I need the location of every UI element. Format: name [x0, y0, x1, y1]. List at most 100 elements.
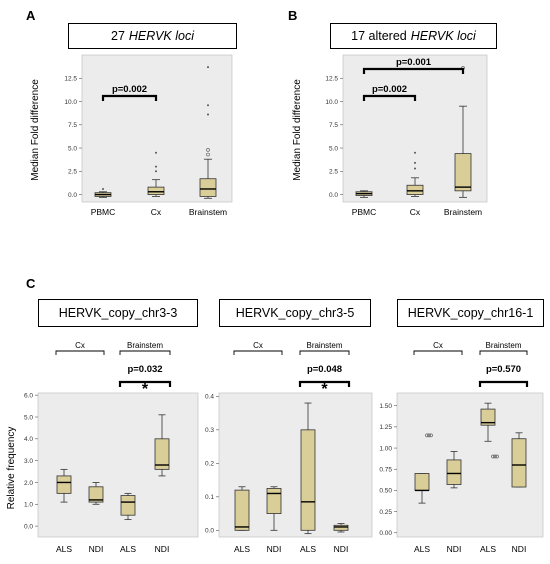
box — [199, 178, 217, 197]
x-tick-label: ALS — [480, 544, 496, 554]
x-tick-label: ALS — [234, 544, 250, 554]
group-bracket — [413, 350, 463, 355]
y-tick-label: 0.1 — [205, 494, 214, 501]
outlier-circle — [493, 454, 497, 459]
y-tick-label: 0.0 — [329, 192, 338, 199]
p-value-label: p=0.048 — [307, 364, 342, 375]
y-tick-label: 0.25 — [379, 509, 392, 516]
group-bracket — [299, 350, 350, 355]
y-tick-label: 12.5 — [325, 76, 338, 83]
box — [406, 184, 424, 195]
outlier-star — [207, 66, 209, 69]
x-tick-label: NDI — [447, 544, 462, 554]
panel-c1-title: HERVK_copy_chr3-3 — [38, 299, 198, 327]
y-tick-label: 0.75 — [379, 467, 392, 474]
p-value-label: p=0.002 — [112, 84, 147, 95]
plot-area-a — [81, 54, 233, 203]
y-tick-label: 2.0 — [24, 480, 33, 487]
y-tick-label: 2.5 — [68, 169, 77, 176]
group-label: Cx — [75, 341, 85, 350]
y-tick-label: 0.0 — [68, 192, 77, 199]
x-tick-label: NDI — [155, 544, 170, 554]
panel-a-title-italic: HERVK loci — [128, 29, 194, 43]
panel-c2-title: HERVK_copy_chr3-5 — [219, 299, 371, 327]
y-tick-label: 0.0 — [205, 528, 214, 535]
outlier-star — [155, 165, 157, 168]
panel-c3-title: HERVK_copy_chr16-1 — [397, 299, 544, 327]
y-tick-label: 1.00 — [379, 445, 392, 452]
y-tick-label: 5.0 — [329, 145, 338, 152]
outlier-circle — [206, 152, 210, 157]
box — [120, 495, 136, 516]
significance-star: * — [142, 381, 149, 398]
outlier-star — [207, 104, 209, 107]
outlier-star — [414, 161, 416, 164]
p-value-label: p=0.032 — [127, 364, 162, 375]
y-tick-label: 5.0 — [24, 414, 33, 421]
group-label: Brainstem — [127, 341, 163, 350]
y-tick-label: 10.0 — [64, 99, 77, 106]
group-label: Brainstem — [485, 341, 521, 350]
panel-b-title-italic: HERVK loci — [410, 29, 476, 43]
x-tick-label: ALS — [414, 544, 430, 554]
box — [147, 186, 165, 195]
outlier-circle — [206, 148, 210, 152]
y-tick-label: 1.50 — [379, 403, 392, 410]
x-tick-label: Brainstem — [189, 207, 227, 217]
outlier-star — [102, 187, 104, 190]
group-bracket — [119, 350, 171, 355]
box — [511, 438, 527, 488]
outlier-star — [155, 151, 157, 154]
y-tick-label: 2.5 — [329, 169, 338, 176]
panel-b-title-prefix: 17 altered — [351, 29, 407, 43]
group-bracket — [55, 350, 105, 355]
p-value-label: p=0.002 — [372, 84, 407, 95]
group-bracket — [479, 350, 528, 355]
x-tick-label: ALS — [300, 544, 316, 554]
y-axis-label: Median Fold difference — [30, 79, 41, 181]
panel-letter-c: C — [26, 276, 36, 291]
outlier-circle — [425, 433, 429, 438]
x-tick-label: PBMC — [91, 207, 116, 217]
box — [234, 489, 250, 531]
x-tick-label: NDI — [89, 544, 104, 554]
group-bracket — [233, 350, 283, 355]
x-tick-label: ALS — [120, 544, 136, 554]
y-axis-label: Relative frequency — [6, 427, 17, 510]
panel-a-title: 27 HERVK loci — [68, 23, 237, 49]
y-tick-label: 10.0 — [325, 99, 338, 106]
y-tick-label: 0.3 — [205, 427, 214, 434]
significance-bracket — [101, 94, 158, 101]
box — [300, 429, 316, 531]
box — [414, 473, 430, 491]
x-tick-label: Cx — [410, 207, 421, 217]
y-tick-label: 5.0 — [68, 145, 77, 152]
box — [88, 486, 104, 503]
x-tick-label: Brainstem — [444, 207, 482, 217]
y-tick-label: 0.2 — [205, 461, 214, 468]
box — [333, 524, 349, 531]
x-tick-label: PBMC — [352, 207, 377, 217]
panel-letter-b: B — [288, 8, 298, 23]
group-label: Brainstem — [306, 341, 342, 350]
outlier-star — [414, 167, 416, 170]
x-tick-label: ALS — [56, 544, 72, 554]
box — [446, 459, 462, 485]
y-tick-label: 12.5 — [64, 76, 77, 83]
significance-bracket — [298, 380, 351, 387]
y-tick-label: 7.5 — [329, 122, 338, 129]
box — [56, 475, 72, 494]
y-tick-label: 0.0 — [24, 523, 33, 530]
significance-star: * — [321, 381, 328, 398]
box — [454, 153, 472, 192]
p-value-label: p=0.001 — [396, 57, 432, 68]
plot-area-c1 — [37, 392, 199, 538]
outlier-circle — [491, 454, 495, 459]
outlier-circle — [429, 433, 433, 438]
significance-bracket — [478, 380, 529, 387]
y-tick-label: 3.0 — [24, 458, 33, 465]
outlier-star — [414, 151, 416, 154]
x-tick-label: NDI — [267, 544, 282, 554]
significance-bracket — [362, 67, 465, 74]
